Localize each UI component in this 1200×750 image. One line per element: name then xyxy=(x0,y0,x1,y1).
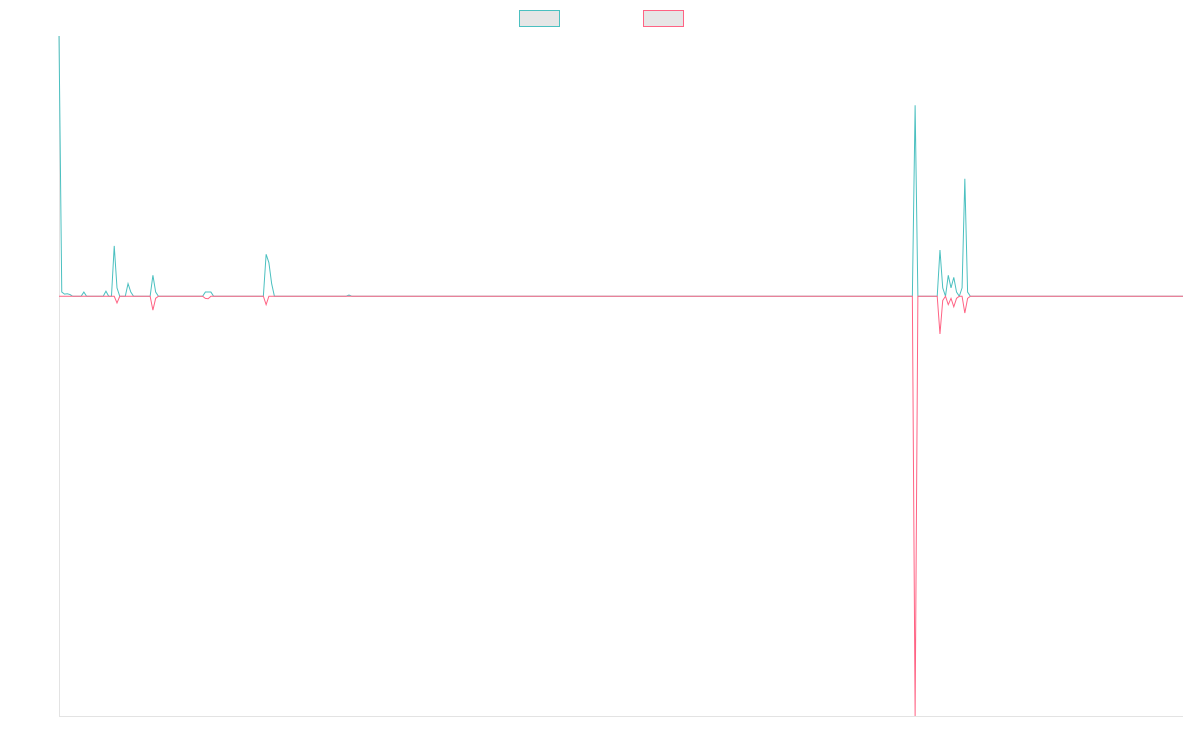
legend-swatch-2[interactable] xyxy=(643,10,684,27)
legend-swatch-1[interactable] xyxy=(519,10,560,27)
series-line-2 xyxy=(59,295,1183,717)
legend[interactable] xyxy=(519,10,684,27)
series-line-1 xyxy=(58,35,1183,298)
series-layer xyxy=(58,35,1183,717)
axes xyxy=(59,36,1183,717)
